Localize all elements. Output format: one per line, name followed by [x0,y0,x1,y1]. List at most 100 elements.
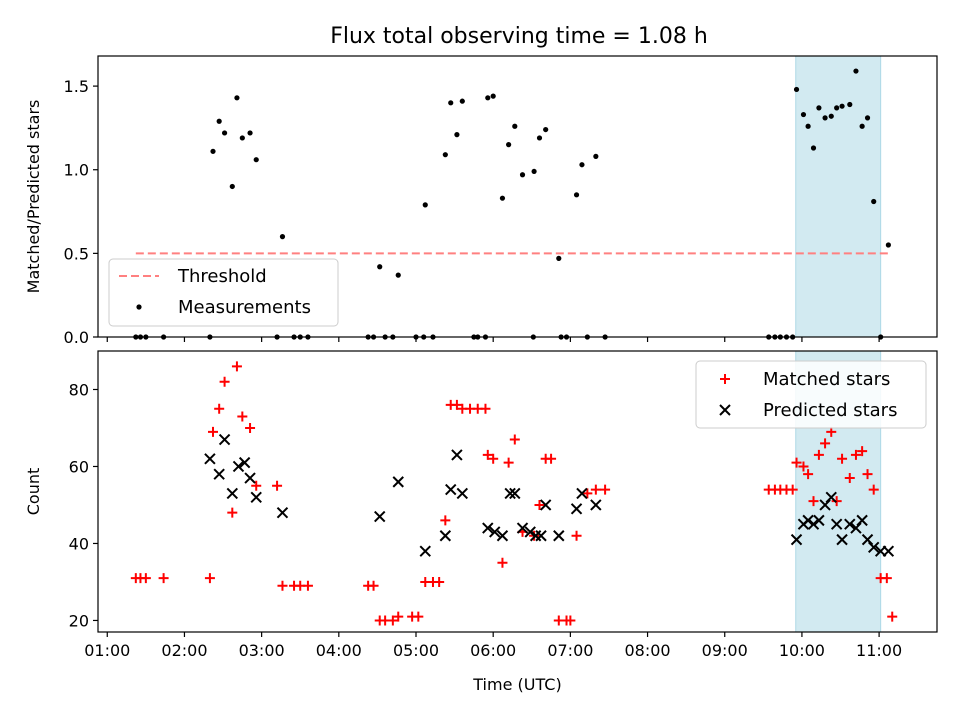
matched-stars-point [302,580,313,591]
measurement-point [499,195,506,201]
measurement-point [512,123,518,129]
predicted-stars-point [790,533,803,546]
measurement-point [810,145,817,151]
matched-stars-point [534,499,545,510]
legend-predicted-label: Predicted stars [763,400,897,421]
measurement-point [448,100,454,106]
legend-predicted-swatch [719,404,731,416]
x-tick-label: 09:00 [702,641,748,660]
predicted-stars-point [276,506,289,519]
predicted-stars-point [504,487,516,500]
matched-stars-point [245,422,256,433]
matched-stars-point [791,457,802,468]
y-axis-label: Count [24,468,43,516]
matched-stars-point [881,573,892,584]
matched-stars-point [857,446,868,457]
predicted-stars-point [570,503,583,515]
y-tick-label: 1.0 [64,161,89,180]
legend-threshold-label: Threshold [177,266,267,287]
predicted-stars-point [539,499,552,511]
measurement-point [490,93,496,99]
measurement-point [210,148,216,154]
y-tick-label: 20 [69,611,89,630]
matched-stars-point [158,573,169,584]
measurement-point [229,183,235,190]
y-tick-label: 40 [69,534,89,553]
measurement-point [593,153,599,159]
matched-stars-point [488,453,499,464]
matched-stars-point [208,426,219,437]
y-tick-label: 0.0 [64,328,89,347]
axes-frame [97,55,938,338]
predicted-stars-point [807,518,820,530]
matched-stars-point [451,399,462,410]
measurement-point [834,105,840,111]
measurement-point [536,135,543,141]
predicted-stars-point [496,530,509,542]
predicted-stars-point [232,460,245,473]
predicted-stars-point [419,545,431,557]
matched-stars-point [798,461,809,472]
measurement-point [839,103,845,109]
matched-stars-point [272,480,283,491]
measurement-point [543,126,549,133]
x-tick-label: 11:00 [856,641,902,660]
x-axis-label: Time (UTC) [472,675,561,694]
matched-stars-point [231,361,242,372]
matched-stars-point [831,496,842,507]
predicted-stars-point [489,526,501,538]
legend-measurements-swatch [136,304,142,310]
measurement-point [859,123,865,129]
y-tick-label: 1.5 [64,77,89,96]
predicted-stars-point [509,487,521,500]
predicted-stars-point [456,487,469,500]
predicted-stars-point [516,522,529,534]
predicted-stars-point [439,530,452,542]
matched-stars-point [237,411,248,422]
measurement-point [822,115,828,121]
matched-stars-point [509,434,520,445]
matched-stars-point [503,457,514,468]
ratio-panel: 0.0 0.5 1.0 1.5 Matched/Predicted stars Thres… [24,55,938,347]
measurement-point [395,272,401,278]
measurement-point [454,132,460,138]
measurement-point [556,255,562,261]
measurement-point [485,95,491,101]
matched-stars-point [434,576,445,587]
matched-stars-point [787,484,798,495]
measurement-point [506,142,512,148]
matched-stars-point [868,484,879,495]
predicted-stars-point [868,541,880,554]
legend-measurements-label: Measurements [178,297,311,318]
count-panel: 01:00 02:00 03:00 04:00 05:00 06:00 07:00 08:00… [24,350,938,694]
matched-stars-point [887,611,898,622]
predicted-stars-point [374,510,386,523]
predicted-stars-point [213,468,225,480]
matched-stars-point [227,507,238,518]
predicted-stars-point [844,518,856,530]
matched-stars-point [251,480,262,491]
matched-stars-point [393,611,404,622]
x-tick-label: 03:00 [239,641,285,660]
predicted-stars-point [813,514,825,527]
matched-stars-point [480,403,491,414]
predicted-stars-point [825,491,837,503]
y-tick-label: 80 [69,380,89,399]
matched-stars-point [482,449,493,460]
matched-stars-point [214,403,225,414]
shaded-window [795,55,882,338]
measurement-point [221,130,228,136]
measurement-point [239,135,245,141]
matched-stars-point [826,426,837,437]
measurement-point [442,152,448,158]
y-tick-label: 0.5 [64,244,89,263]
matched-stars-point [277,580,288,591]
matched-stars-point [204,573,215,584]
chart-title: Flux total observing time = 1.08 h [330,24,708,49]
predicted-stars-point [482,522,494,534]
measurement-point [253,157,259,163]
measurement-point [573,192,580,198]
measurement-point [579,162,585,168]
matched-stars-point [368,580,379,591]
measurement-point [853,68,859,74]
